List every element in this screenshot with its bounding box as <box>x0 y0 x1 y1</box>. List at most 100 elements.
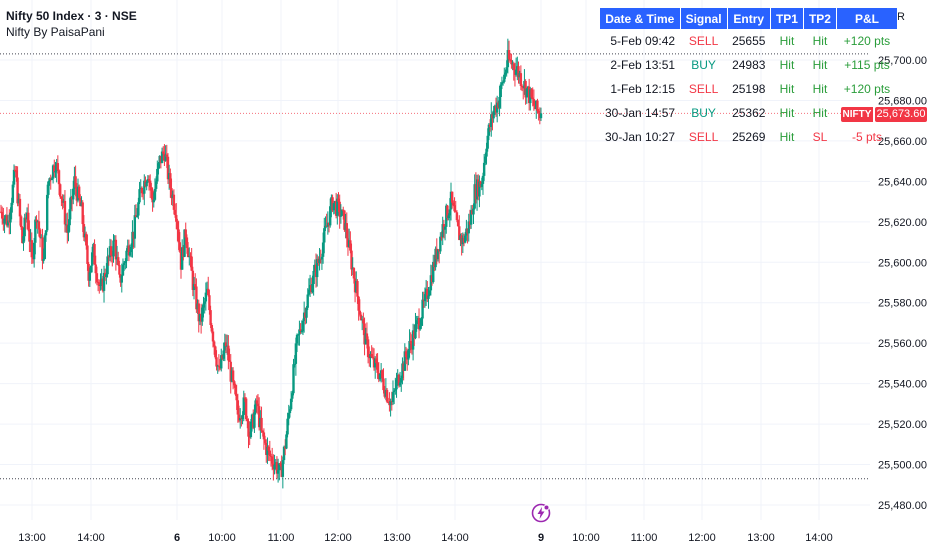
candle-body <box>175 214 178 222</box>
candle-body <box>170 188 173 199</box>
row-tp1: Hit <box>779 58 795 72</box>
candle-body <box>389 401 392 406</box>
y-tick-label: 25,600.00 <box>878 257 927 269</box>
candle-body <box>189 255 192 257</box>
candle-body <box>231 370 235 382</box>
candle-body <box>320 256 324 260</box>
candle-body <box>98 282 101 287</box>
y-tick-label: 25,580.00 <box>878 298 927 310</box>
candle-body <box>53 165 56 173</box>
candle-body <box>289 398 293 410</box>
candle-body <box>417 318 421 330</box>
candle-body <box>285 434 288 449</box>
candle-body <box>185 237 189 249</box>
candle-body <box>178 242 182 252</box>
candle-body <box>138 189 141 203</box>
candle-body <box>439 236 442 252</box>
candle-body <box>242 397 245 415</box>
candle-body <box>157 163 160 169</box>
candle-body <box>267 446 270 451</box>
candle-body <box>125 250 128 262</box>
candle-body <box>99 284 102 287</box>
candle-body <box>404 351 408 358</box>
candle-body <box>247 421 250 437</box>
row-entry: 25655 <box>732 34 766 48</box>
candle-body <box>11 184 15 203</box>
candle-body <box>464 235 467 243</box>
row-signal: BUY <box>691 58 716 72</box>
candle-body <box>467 221 470 234</box>
candle-body <box>415 320 418 325</box>
candle-body <box>323 228 326 243</box>
candle-body <box>81 202 84 225</box>
candle-body <box>173 209 177 215</box>
candle-body <box>441 224 444 238</box>
candle-body <box>235 394 238 401</box>
row-date: 5-Feb 09:42 <box>610 34 676 48</box>
x-tick-label: 14:00 <box>77 532 105 544</box>
candle-body <box>427 295 430 299</box>
chart-title[interactable]: Nifty 50 Index · 3 · NSE <box>6 9 137 23</box>
candle-body <box>429 275 433 291</box>
candle-body <box>539 113 543 119</box>
candle-body <box>343 210 346 230</box>
candle-body <box>194 284 197 287</box>
candle-body <box>130 247 133 253</box>
row-entry: 25269 <box>732 130 766 144</box>
candle-body <box>428 290 431 296</box>
candle-body <box>243 397 247 399</box>
candle-body <box>21 227 24 244</box>
candle-body <box>3 218 6 224</box>
row-tp1: Hit <box>779 34 795 48</box>
candle-body <box>282 446 286 461</box>
candle-body <box>244 398 248 420</box>
candle-body <box>121 265 125 276</box>
candle-body <box>212 341 216 347</box>
candle-body <box>318 258 321 264</box>
candle-body <box>480 183 483 187</box>
candle-body <box>105 274 108 277</box>
indicator-name[interactable]: Nifty By PaisaPani <box>6 25 105 39</box>
candle-body <box>59 184 62 197</box>
row-date: 2-Feb 13:51 <box>610 58 676 72</box>
row-entry: 25198 <box>732 82 766 96</box>
y-tick-label: 25,680.00 <box>878 95 927 107</box>
candle-body <box>177 229 180 243</box>
flash-icon[interactable] <box>531 503 551 523</box>
candle-body <box>184 229 187 238</box>
candle-body <box>120 275 123 283</box>
x-tick-label: 14:00 <box>805 532 833 544</box>
col-tp1: TP1 <box>770 8 804 29</box>
col-signal: Signal <box>680 8 728 29</box>
candle-body <box>211 331 215 342</box>
candle-body <box>236 400 240 415</box>
candle-body <box>452 202 455 206</box>
candle-body <box>201 307 204 322</box>
candle-body <box>500 82 504 85</box>
candle-body <box>256 403 260 407</box>
candle-body <box>137 202 140 216</box>
candle-body <box>180 247 184 270</box>
candle-body <box>215 357 218 367</box>
candle-body <box>141 193 145 195</box>
candle-body <box>352 268 356 279</box>
candle-body <box>288 409 292 414</box>
candle-body <box>45 194 49 231</box>
candle-body <box>321 242 325 257</box>
y-tick-label: 25,540.00 <box>878 379 927 391</box>
candle-body <box>15 170 18 178</box>
candle-body <box>525 88 528 98</box>
candle-body <box>150 187 153 191</box>
candle-body <box>482 162 486 176</box>
candle-body <box>27 212 30 230</box>
candle-body <box>514 69 518 75</box>
x-tick-label: 10:00 <box>572 532 600 544</box>
candle-body <box>339 215 343 217</box>
x-tick-label: 13:00 <box>383 532 411 544</box>
candle-body <box>145 181 148 187</box>
candle-body <box>478 181 481 197</box>
candle-body <box>512 63 515 70</box>
candle-body <box>90 252 94 266</box>
candle-body <box>253 412 256 428</box>
